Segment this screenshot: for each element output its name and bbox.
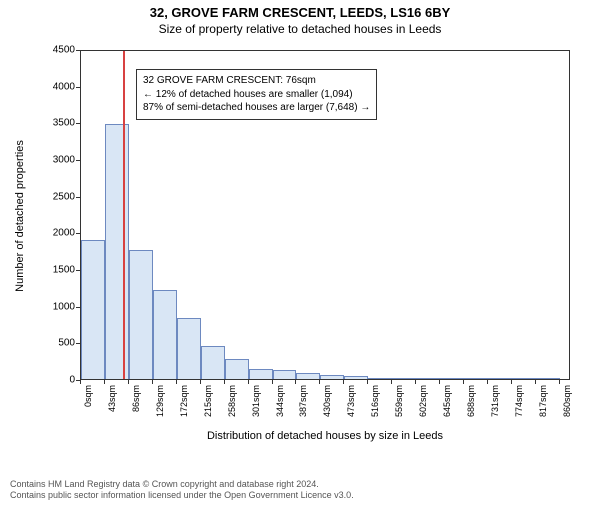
histogram-bar — [177, 318, 201, 379]
x-tick-label: 430sqm — [322, 385, 332, 417]
y-tick-mark — [76, 270, 80, 271]
histogram-bar — [512, 378, 536, 379]
x-tick-mark — [415, 380, 416, 384]
histogram-bar — [296, 373, 320, 379]
footer: Contains HM Land Registry data © Crown c… — [10, 479, 354, 502]
y-tick-label: 2000 — [53, 228, 75, 239]
y-tick-mark — [76, 87, 80, 88]
x-tick-label: 774sqm — [514, 385, 524, 417]
x-tick-label: 129sqm — [155, 385, 165, 417]
x-tick-label: 387sqm — [298, 385, 308, 417]
y-tick-mark — [76, 233, 80, 234]
x-tick-mark — [295, 380, 296, 384]
annotation-box: 32 GROVE FARM CRESCENT: 76sqm ← 12% of d… — [136, 69, 377, 120]
x-tick-mark — [511, 380, 512, 384]
histogram-bar — [392, 378, 416, 379]
y-tick-label: 1500 — [53, 265, 75, 276]
y-tick-mark — [76, 380, 80, 381]
x-tick-label: 473sqm — [346, 385, 356, 417]
x-tick-mark — [559, 380, 560, 384]
x-tick-label: 86sqm — [131, 385, 141, 412]
x-tick-label: 258sqm — [227, 385, 237, 417]
x-tick-label: 645sqm — [442, 385, 452, 417]
x-tick-mark — [224, 380, 225, 384]
x-tick-label: 817sqm — [538, 385, 548, 417]
histogram-bar — [488, 378, 512, 379]
histogram-bar — [225, 359, 249, 379]
footer-line2: Contains public sector information licen… — [10, 490, 354, 502]
annotation-line3: 87% of semi-detached houses are larger (… — [143, 101, 370, 115]
histogram-bar — [464, 378, 488, 379]
annotation-line1: 32 GROVE FARM CRESCENT: 76sqm — [143, 74, 370, 88]
x-tick-label: 688sqm — [466, 385, 476, 417]
y-tick-mark — [76, 123, 80, 124]
y-axis: 050010001500200025003000350040004500 — [30, 50, 80, 380]
histogram-bar — [536, 378, 560, 379]
x-tick-mark — [80, 380, 81, 384]
histogram-bar — [201, 346, 225, 379]
y-tick-label: 4500 — [53, 45, 75, 56]
y-tick-mark — [76, 307, 80, 308]
histogram-bar — [368, 378, 392, 379]
y-tick-label: 0 — [69, 375, 75, 386]
x-tick-label: 215sqm — [203, 385, 213, 417]
y-tick-label: 500 — [58, 338, 75, 349]
x-tick-mark — [487, 380, 488, 384]
y-tick-label: 1000 — [53, 301, 75, 312]
x-tick-mark — [176, 380, 177, 384]
x-tick-mark — [152, 380, 153, 384]
histogram-bar — [273, 370, 297, 379]
x-tick-label: 559sqm — [394, 385, 404, 417]
x-axis-label: Distribution of detached houses by size … — [80, 430, 570, 442]
chart-container: Number of detached properties 0500100015… — [30, 45, 580, 445]
x-tick-mark — [463, 380, 464, 384]
histogram-bar — [153, 290, 177, 379]
x-tick-label: 860sqm — [562, 385, 572, 417]
histogram-bar — [416, 378, 440, 379]
x-tick-label: 344sqm — [275, 385, 285, 417]
x-tick-mark — [272, 380, 273, 384]
x-tick-label: 516sqm — [370, 385, 380, 417]
x-tick-mark — [439, 380, 440, 384]
x-tick-mark — [535, 380, 536, 384]
y-tick-mark — [76, 50, 80, 51]
y-tick-label: 3000 — [53, 155, 75, 166]
x-tick-label: 602sqm — [418, 385, 428, 417]
chart-subtitle: Size of property relative to detached ho… — [0, 22, 600, 36]
x-tick-label: 172sqm — [179, 385, 189, 417]
plot-area: 32 GROVE FARM CRESCENT: 76sqm ← 12% of d… — [80, 50, 570, 380]
histogram-bar — [129, 250, 153, 379]
x-tick-mark — [391, 380, 392, 384]
y-axis-label: Number of detached properties — [14, 140, 26, 292]
y-tick-label: 4000 — [53, 81, 75, 92]
histogram-bar — [81, 240, 105, 379]
x-tick-mark — [104, 380, 105, 384]
annotation-line2: ← 12% of detached houses are smaller (1,… — [143, 88, 370, 102]
histogram-bar — [344, 376, 368, 379]
histogram-bar — [320, 375, 344, 379]
y-tick-mark — [76, 197, 80, 198]
x-tick-mark — [367, 380, 368, 384]
y-tick-label: 2500 — [53, 191, 75, 202]
histogram-bar — [440, 378, 464, 379]
reference-line — [123, 51, 125, 379]
x-tick-mark — [248, 380, 249, 384]
x-tick-label: 0sqm — [83, 385, 93, 407]
x-tick-mark — [343, 380, 344, 384]
chart-title: 32, GROVE FARM CRESCENT, LEEDS, LS16 6BY — [0, 5, 600, 20]
y-tick-mark — [76, 343, 80, 344]
footer-line1: Contains HM Land Registry data © Crown c… — [10, 479, 354, 491]
x-tick-label: 301sqm — [251, 385, 261, 417]
y-tick-mark — [76, 160, 80, 161]
x-tick-mark — [319, 380, 320, 384]
x-tick-mark — [128, 380, 129, 384]
histogram-bar — [249, 369, 273, 379]
x-tick-label: 731sqm — [490, 385, 500, 417]
y-tick-label: 3500 — [53, 118, 75, 129]
x-tick-label: 43sqm — [107, 385, 117, 412]
x-tick-mark — [200, 380, 201, 384]
